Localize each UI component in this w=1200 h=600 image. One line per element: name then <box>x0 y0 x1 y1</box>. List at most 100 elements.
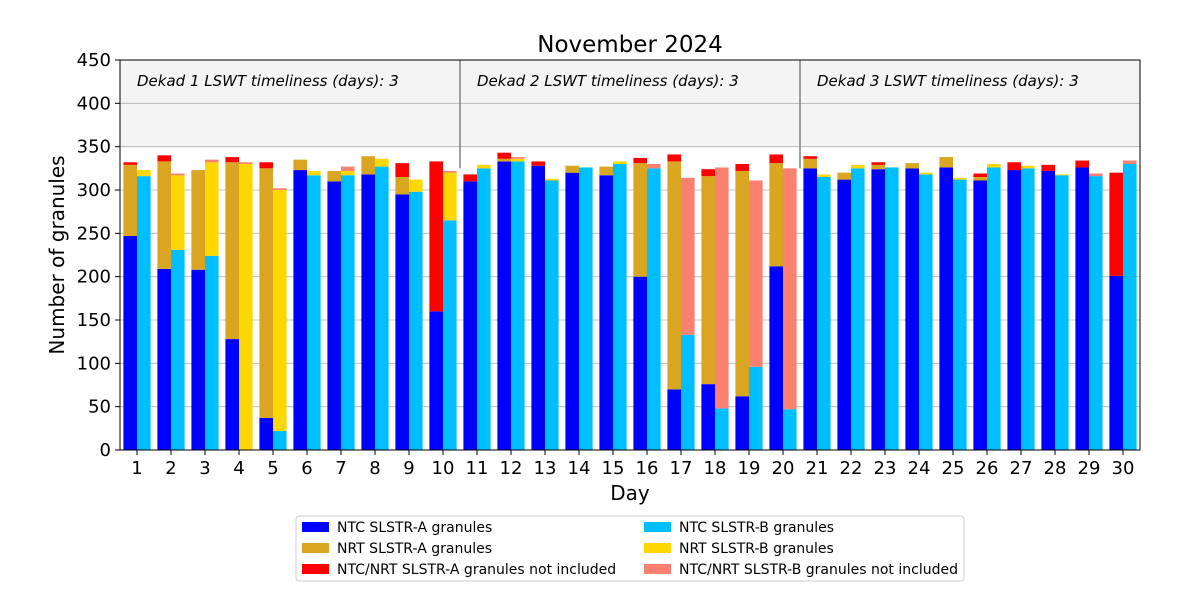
bar-nrt-slstr-a-granules-day-16 <box>633 163 647 277</box>
bar-ntc-slstr-b-granules-day-14 <box>579 167 593 450</box>
bar-ntc-nrt-slstr-b-granules-not-included-day-30 <box>1123 160 1137 164</box>
bar-nrt-slstr-b-granules-day-10 <box>443 172 457 221</box>
bar-ntc-slstr-a-granules-day-4 <box>225 339 239 450</box>
x-tick-label: 19 <box>738 458 761 479</box>
x-tick-label: 27 <box>1010 458 1033 479</box>
bar-ntc-slstr-b-granules-day-15 <box>613 164 627 450</box>
bar-ntc-slstr-a-granules-day-8 <box>361 174 375 450</box>
plot-frame <box>119 59 1141 451</box>
bar-ntc-slstr-b-granules-day-3 <box>205 255 219 450</box>
y-tick-label: 100 <box>77 353 111 374</box>
bar-ntc-nrt-slstr-a-granules-not-included-day-17 <box>667 154 681 162</box>
bar-nrt-slstr-b-granules-day-4 <box>239 164 253 450</box>
x-tick-label: 7 <box>335 458 346 479</box>
bar-nrt-slstr-a-granules-day-2 <box>157 161 171 269</box>
bar-nrt-slstr-b-granules-day-3 <box>205 162 219 256</box>
bar-ntc-slstr-b-granules-day-22 <box>851 168 865 451</box>
y-tick-label: 450 <box>77 50 111 71</box>
bar-ntc-slstr-b-granules-day-12 <box>511 161 525 450</box>
bar-ntc-slstr-b-granules-day-26 <box>987 167 1001 450</box>
x-tick-label: 29 <box>1078 458 1101 479</box>
bar-ntc-slstr-a-granules-day-25 <box>939 167 953 450</box>
legend-label: NTC/NRT SLSTR-B granules not included <box>679 562 958 578</box>
legend-label: NTC SLSTR-A granules <box>337 520 492 536</box>
bar-nrt-slstr-a-granules-day-20 <box>769 163 783 267</box>
x-tick-label: 21 <box>806 458 829 479</box>
legend-label: NTC SLSTR-B granules <box>679 520 834 536</box>
x-tick-label: 10 <box>432 458 455 479</box>
bar-ntc-slstr-a-granules-day-19 <box>735 396 749 450</box>
bar-nrt-slstr-a-granules-day-8 <box>361 156 375 175</box>
bar-nrt-slstr-b-granules-day-7 <box>341 170 355 176</box>
x-tick-label: 14 <box>568 458 591 479</box>
x-tick-label: 3 <box>199 458 210 479</box>
bar-ntc-nrt-slstr-b-granules-not-included-day-3 <box>205 159 219 163</box>
bar-ntc-nrt-slstr-a-granules-not-included-day-27 <box>1007 162 1021 171</box>
x-tick-label: 9 <box>403 458 414 479</box>
x-tick-label: 26 <box>976 458 999 479</box>
bar-ntc-nrt-slstr-a-granules-not-included-day-10 <box>429 161 443 312</box>
x-tick-label: 1 <box>131 458 142 479</box>
bar-ntc-slstr-a-granules-day-9 <box>395 194 409 450</box>
bar-nrt-slstr-b-granules-day-2 <box>171 175 185 250</box>
bar-ntc-slstr-b-granules-day-29 <box>1089 176 1103 450</box>
bar-nrt-slstr-b-granules-day-1 <box>137 170 151 177</box>
bar-nrt-slstr-a-granules-day-26 <box>973 177 987 181</box>
bar-ntc-nrt-slstr-b-granules-not-included-day-10 <box>443 170 457 173</box>
bar-ntc-nrt-slstr-a-granules-not-included-day-26 <box>973 173 987 177</box>
bar-ntc-slstr-a-granules-day-12 <box>497 161 511 450</box>
bar-ntc-nrt-slstr-b-granules-not-included-day-20 <box>783 168 797 410</box>
y-tick-label: 300 <box>77 180 111 201</box>
x-tick-label: 23 <box>874 458 897 479</box>
bar-ntc-nrt-slstr-b-granules-not-included-day-12 <box>511 157 525 159</box>
bar-ntc-nrt-slstr-a-granules-not-included-day-18 <box>701 169 715 177</box>
bar-nrt-slstr-a-granules-day-6 <box>293 159 307 171</box>
bar-ntc-nrt-slstr-a-granules-not-included-day-5 <box>259 162 273 169</box>
y-tick-label: 0 <box>100 440 111 461</box>
bar-ntc-slstr-a-granules-day-16 <box>633 276 647 450</box>
bar-ntc-slstr-a-granules-day-18 <box>701 384 715 450</box>
bar-nrt-slstr-a-granules-day-17 <box>667 161 681 390</box>
legend-label: NRT SLSTR-A granules <box>337 541 492 557</box>
bar-ntc-slstr-b-granules-day-8 <box>375 166 389 450</box>
bar-ntc-slstr-a-granules-day-15 <box>599 175 613 450</box>
bar-ntc-slstr-b-granules-day-7 <box>341 175 355 450</box>
bar-nrt-slstr-a-granules-day-5 <box>259 168 273 418</box>
bar-nrt-slstr-b-granules-day-13 <box>545 178 559 181</box>
bar-ntc-slstr-b-granules-day-19 <box>749 366 763 450</box>
bar-ntc-slstr-b-granules-day-20 <box>783 409 797 450</box>
bar-ntc-slstr-a-granules-day-6 <box>293 170 307 451</box>
bar-ntc-nrt-slstr-a-granules-not-included-day-28 <box>1041 164 1055 171</box>
bar-ntc-slstr-a-granules-day-20 <box>769 266 783 450</box>
bar-nrt-slstr-a-granules-day-22 <box>837 172 851 180</box>
x-tick-label: 15 <box>602 458 625 479</box>
dekad-annotations: Dekad 1 LSWT timeliness (days): 3 Dekad 2… <box>137 60 1079 169</box>
bar-nrt-slstr-a-granules-day-4 <box>225 162 239 340</box>
dekad-label: Dekad 3 LSWT timeliness (days): 3 <box>817 72 1079 90</box>
bar-nrt-slstr-b-granules-day-8 <box>375 158 389 167</box>
legend-label: NRT SLSTR-B granules <box>679 541 834 557</box>
bar-nrt-slstr-a-granules-day-15 <box>599 166 613 176</box>
x-tick-label: 4 <box>233 458 244 479</box>
y-tick-label: 50 <box>88 397 111 418</box>
x-tick-label: 25 <box>942 458 965 479</box>
bar-ntc-nrt-slstr-b-granules-not-included-day-17 <box>681 177 695 335</box>
bar-nrt-slstr-a-granules-day-23 <box>871 164 885 170</box>
bar-ntc-nrt-slstr-a-granules-not-included-day-19 <box>735 164 749 171</box>
bar-ntc-slstr-b-granules-day-23 <box>885 167 899 450</box>
x-tick-label: 22 <box>840 458 863 479</box>
bar-nrt-slstr-a-granules-day-1 <box>123 164 137 236</box>
y-tick-label: 150 <box>77 310 111 331</box>
legend-swatch <box>302 543 329 553</box>
bar-ntc-slstr-a-granules-day-7 <box>327 181 341 451</box>
legend-swatch <box>644 543 671 553</box>
chart-title: November 2024 <box>537 32 723 58</box>
bar-ntc-slstr-a-granules-day-17 <box>667 389 681 450</box>
bar-ntc-slstr-a-granules-day-30 <box>1109 275 1123 450</box>
bar-ntc-slstr-b-granules-day-21 <box>817 177 831 450</box>
legend-swatch <box>302 522 329 532</box>
bar-nrt-slstr-b-granules-day-26 <box>987 164 1001 168</box>
bar-nrt-slstr-b-granules-day-28 <box>1055 174 1069 176</box>
bar-ntc-slstr-b-granules-day-2 <box>171 249 185 450</box>
bar-ntc-slstr-b-granules-day-5 <box>273 430 287 450</box>
